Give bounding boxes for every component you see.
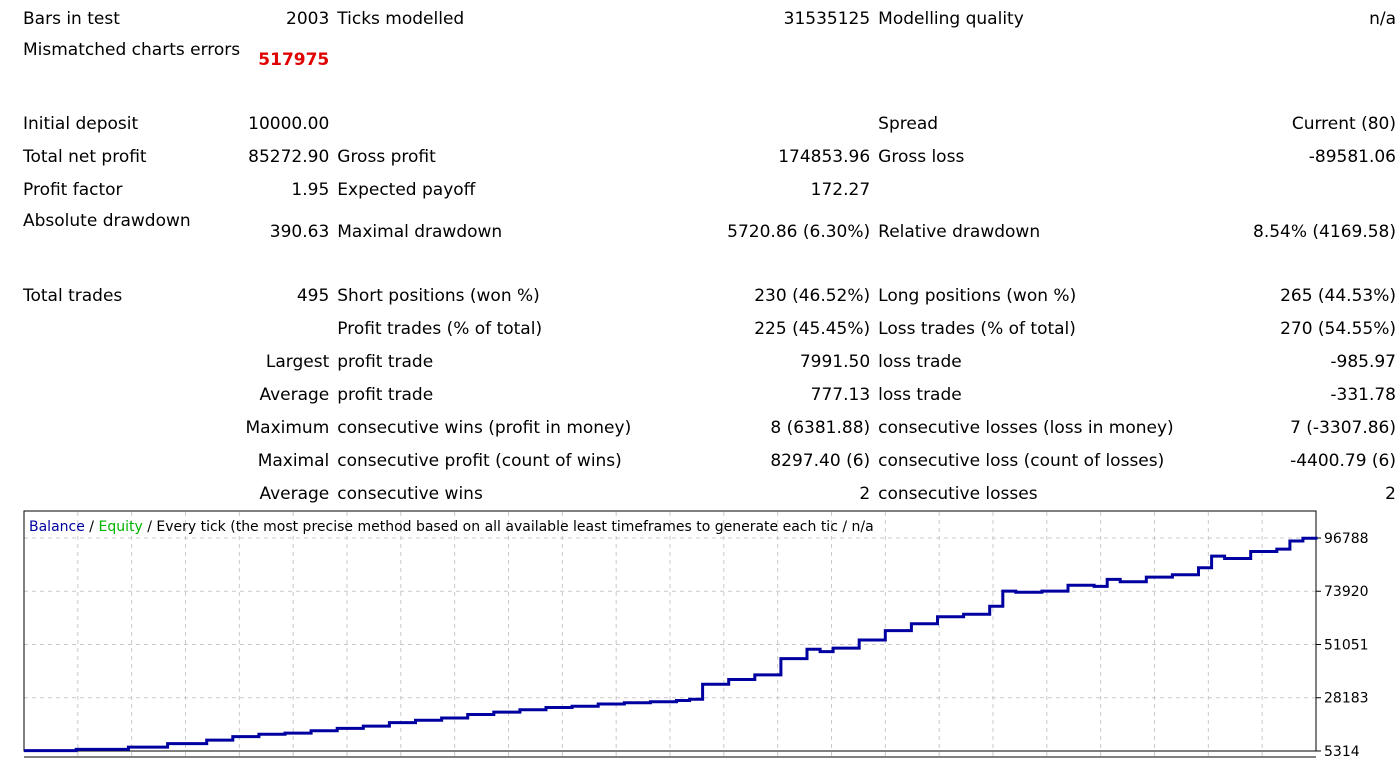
short-label: Short positions (won %) xyxy=(337,286,540,306)
quality-value: n/a xyxy=(1369,9,1396,29)
report-row-deposit: Initial deposit 10000.00 Spread Current … xyxy=(19,108,1400,141)
max-wins-label: consecutive wins (profit in money) xyxy=(337,418,632,438)
largest-loss-value: -985.97 xyxy=(1330,352,1396,372)
net-profit-label: Total net profit xyxy=(23,147,147,167)
gross-profit-value: 174853.96 xyxy=(778,147,871,167)
series-line-balance xyxy=(24,536,1318,753)
report-row-net-profit: Total net profit 85272.90 Gross profit 1… xyxy=(19,141,1400,174)
chart-legend: Balance / Equity / Every tick (the most … xyxy=(29,519,874,535)
maximum-label: Maximum xyxy=(245,418,330,438)
abs-drawdown-label: Absolute drawdown xyxy=(23,211,191,231)
report-row-average: Average profit trade 777.13 loss trade -… xyxy=(19,379,1400,412)
legend-balance: Balance xyxy=(29,519,85,535)
max-losses-label: consecutive losses (loss in money) xyxy=(878,418,1174,438)
y-tick-label: 51051 xyxy=(1324,638,1369,654)
gross-profit-label: Gross profit xyxy=(337,147,436,167)
gross-loss-value: -89581.06 xyxy=(1308,147,1396,167)
maximal-profit-value: 8297.40 (6) xyxy=(770,451,871,471)
spread-label: Spread xyxy=(878,114,939,134)
largest-profit-label: profit trade xyxy=(337,352,434,372)
average-loss-value: -331.78 xyxy=(1330,385,1396,405)
average-loss-label: loss trade xyxy=(878,385,962,405)
profit-trades-value: 225 (45.45%) xyxy=(754,319,871,339)
deposit-value: 10000.00 xyxy=(248,114,330,134)
largest-label: Largest xyxy=(265,352,330,372)
report-row-mismatch: Mismatched charts errors 517975 xyxy=(19,36,1400,108)
deposit-label: Initial deposit xyxy=(23,114,139,134)
gross-loss-label: Gross loss xyxy=(878,147,965,167)
report-row-total-trades: Total trades 495 Short positions (won %)… xyxy=(19,280,1400,313)
y-tick-label: 5314 xyxy=(1324,744,1360,760)
total-trades-label: Total trades xyxy=(23,286,123,306)
largest-profit-value: 7991.50 xyxy=(799,352,871,372)
avg-losses-label: consecutive losses xyxy=(878,484,1038,504)
max-wins-value: 8 (6381.88) xyxy=(770,418,871,438)
avg-wins-label: consecutive wins xyxy=(337,484,483,504)
y-tick-label: 28183 xyxy=(1324,691,1369,707)
chart-frame xyxy=(23,510,1317,752)
average-profit-value: 777.13 xyxy=(810,385,871,405)
mismatch-value: 517975 xyxy=(258,50,330,70)
quality-label: Modelling quality xyxy=(878,9,1024,29)
expected-payoff-label: Expected payoff xyxy=(337,180,476,200)
maximal-label: Maximal xyxy=(257,451,330,471)
y-axis-ticks: 96788 73920 51051 28183 5314 xyxy=(1316,531,1369,760)
maximal-profit-label: consecutive profit (count of wins) xyxy=(337,451,622,471)
bars-label: Bars in test xyxy=(23,9,120,29)
maximal-loss-label: consecutive loss (count of losses) xyxy=(878,451,1165,471)
legend-sep: / xyxy=(85,519,99,535)
avg-wins-value: 2 xyxy=(859,484,871,504)
long-label: Long positions (won %) xyxy=(878,286,1077,306)
long-value: 265 (44.53%) xyxy=(1280,286,1396,306)
chart-grid xyxy=(24,512,1316,756)
report-table: Bars in test 2003 Ticks modelled 3153512… xyxy=(19,3,1400,511)
max-drawdown-value: 5720.86 (6.30%) xyxy=(727,222,871,242)
total-trades-value: 495 xyxy=(296,286,330,306)
avg-losses-value: 2 xyxy=(1385,484,1396,504)
report-row-largest: Largest profit trade 7991.50 loss trade … xyxy=(19,346,1400,379)
report-row-drawdown: Absolute drawdown 390.63 Maximal drawdow… xyxy=(19,207,1400,280)
report-row-maximum: Maximum consecutive wins (profit in mone… xyxy=(19,412,1400,445)
average2-label: Average xyxy=(259,484,330,504)
loss-trades-value: 270 (54.55%) xyxy=(1280,319,1396,339)
mismatch-label: Mismatched charts errors xyxy=(23,40,241,60)
profit-trades-label: Profit trades (% of total) xyxy=(337,319,543,339)
short-value: 230 (46.52%) xyxy=(754,286,871,306)
net-profit-value: 85272.90 xyxy=(248,147,330,167)
ticks-value: 31535125 xyxy=(783,9,871,29)
abs-drawdown-value: 390.63 xyxy=(269,222,330,242)
report-row-profit-trades: Profit trades (% of total) 225 (45.45%) … xyxy=(19,313,1400,346)
y-tick-label: 73920 xyxy=(1324,584,1369,600)
expected-payoff-value: 172.27 xyxy=(810,180,871,200)
average-profit-label: profit trade xyxy=(337,385,434,405)
profit-factor-label: Profit factor xyxy=(23,180,123,200)
report-row-profit-factor: Profit factor 1.95 Expected payoff 172.2… xyxy=(19,174,1400,207)
report-row-bars: Bars in test 2003 Ticks modelled 3153512… xyxy=(19,3,1400,36)
legend-equity: Equity xyxy=(98,519,142,535)
profit-factor-value: 1.95 xyxy=(291,180,330,200)
spread-value: Current (80) xyxy=(1291,114,1396,134)
ticks-label: Ticks modelled xyxy=(337,9,465,29)
rel-drawdown-value: 8.54% (4169.58) xyxy=(1253,222,1396,242)
max-drawdown-label: Maximal drawdown xyxy=(337,222,503,242)
max-losses-value: 7 (-3307.86) xyxy=(1290,418,1396,438)
report-row-maximal: Maximal consecutive profit (count of win… xyxy=(19,445,1400,478)
report-row-average-consecutive: Average consecutive wins 2 consecutive l… xyxy=(19,478,1400,511)
legend-rest: / Every tick (the most precise method ba… xyxy=(143,519,874,535)
chart-series xyxy=(24,536,1318,753)
y-tick-label: 96788 xyxy=(1324,531,1369,547)
rel-drawdown-label: Relative drawdown xyxy=(878,222,1041,242)
average-label: Average xyxy=(259,385,330,405)
largest-loss-label: loss trade xyxy=(878,352,962,372)
maximal-loss-value: -4400.79 (6) xyxy=(1290,451,1396,471)
bars-value: 2003 xyxy=(286,9,330,29)
loss-trades-label: Loss trades (% of total) xyxy=(878,319,1076,339)
